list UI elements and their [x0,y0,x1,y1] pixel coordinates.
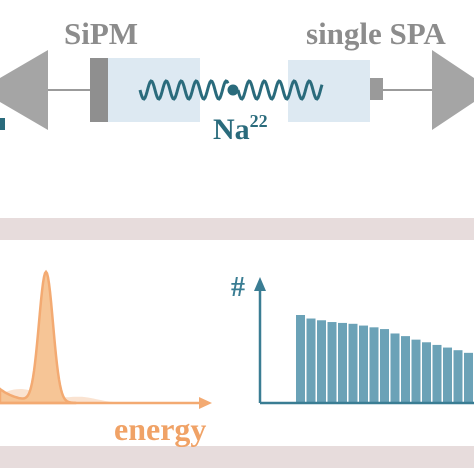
histogram-bar [306,318,316,403]
sipm-label: SiPM [64,16,139,51]
setup-diagram [0,50,474,130]
histogram-bar [411,339,421,403]
histogram-bar [453,350,463,403]
histogram-bar [369,327,379,403]
energy-axis-arrowhead [199,397,212,409]
separator-band-top [0,218,474,240]
histogram-bars [296,315,473,403]
energy-axis-label: energy [114,411,207,447]
histogram-bar [390,333,400,403]
count-histogram [254,277,474,405]
histogram-bar [296,315,305,403]
histogram-bar [432,344,442,403]
histogram-bar [464,352,473,403]
histogram-bar [422,342,431,403]
single-spa-label: single SPA [306,16,446,51]
energy-photopeak [0,269,77,405]
na-mass-number: 22 [249,111,268,131]
right-crystal [288,60,370,122]
left-edge-mark [0,118,5,130]
histogram-bar [327,322,337,403]
right-detector-cone [432,50,474,130]
na-symbol: Na [213,113,250,146]
spa-block [370,78,383,100]
histogram-bar [338,322,347,403]
histogram-axis-label: # [231,272,245,303]
histogram-bar [359,325,368,403]
na22-label: Na22 [213,112,268,145]
na22-source-dot [227,84,239,96]
histogram-bar [401,336,410,403]
sipm-block [90,58,108,122]
separator-band-bottom [0,446,474,468]
histogram-bar [443,347,452,403]
left-gamma-wave [138,79,230,101]
histogram-bar [317,320,326,403]
right-gamma-wave [236,79,324,101]
histogram-y-arrowhead [254,277,266,291]
histogram-bar [380,329,389,403]
left-detector-cone [0,50,48,130]
histogram-bar [348,323,358,403]
energy-spectrum [0,269,212,409]
